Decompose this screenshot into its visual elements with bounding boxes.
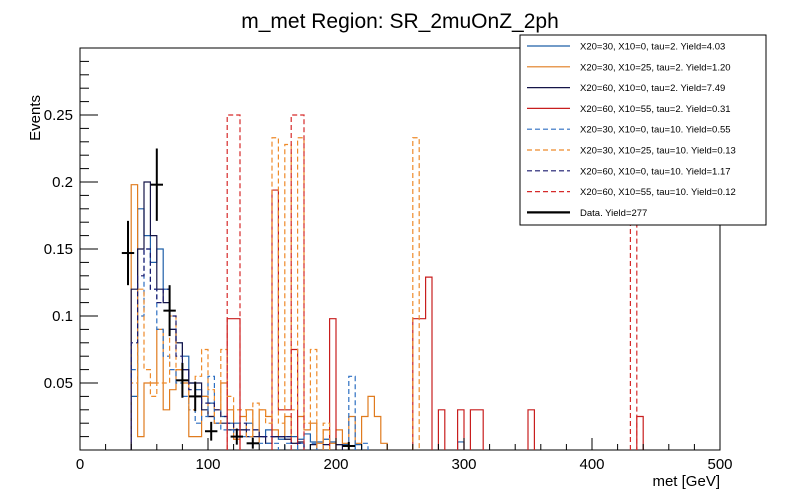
data-point-5 <box>189 381 202 412</box>
series-8 <box>226 114 638 450</box>
plot-area <box>79 47 721 451</box>
data-point-2 <box>150 148 163 221</box>
data-point-7 <box>230 428 243 445</box>
legend-label-8: X20=60, X10=55, tau=10. Yield=0.12 <box>580 187 736 198</box>
data-point-6 <box>205 421 218 441</box>
legend-label-6: X20=30, X10=25, tau=10. Yield=0.13 <box>580 146 736 157</box>
data-points-layer <box>121 148 355 450</box>
series-7-histogram <box>130 248 305 450</box>
x-tick-label: 100 <box>195 456 220 473</box>
legend-label-3: X20=60, X10=0, tau=2. Yield=7.49 <box>580 83 725 94</box>
x-axis-label: met [GeV] <box>652 473 720 490</box>
series-6 <box>130 137 420 450</box>
y-tick-label: 0.05 <box>44 375 73 392</box>
legend-label-1: X20=30, X10=0, tau=2. Yield=4.03 <box>580 42 725 53</box>
legend-entries: X20=30, X10=0, tau=2. Yield=4.03 X20=30, … <box>527 42 736 219</box>
axes-layer: 0 100 200 300 400 500 0.05 0.1 0.15 0.2 0.25 <box>44 60 733 473</box>
legend-label-5: X20=30, X10=0, tau=10. Yield=0.55 <box>580 125 731 136</box>
legend: X20=30, X10=0, tau=2. Yield=4.03 X20=30, … <box>519 34 767 226</box>
legend-entry-9: Data. Yield=277 <box>527 208 647 219</box>
y-tick-label: 0.15 <box>44 241 73 258</box>
x-tick-label: 200 <box>323 456 348 473</box>
legend-label-2: X20=30, X10=25, tau=2. Yield=1.20 <box>580 62 731 73</box>
series-5-histogram <box>130 248 369 450</box>
legend-entry-1: X20=30, X10=0, tau=2. Yield=4.03 <box>527 42 725 53</box>
x-tick-label: 0 <box>76 456 84 473</box>
legend-entry-4: X20=60, X10=55, tau=2. Yield=0.31 <box>527 104 731 115</box>
legend-entry-6: X20=30, X10=25, tau=10. Yield=0.13 <box>527 146 736 157</box>
x-tick-label: 500 <box>707 456 732 473</box>
series-7 <box>130 248 305 450</box>
legend-label-7: X20=60, X10=0, tau=10. Yield=1.17 <box>580 166 731 177</box>
series-8-histogram <box>226 114 638 450</box>
legend-label-4: X20=60, X10=55, tau=2. Yield=0.31 <box>580 104 731 115</box>
x-tick-label: 300 <box>451 456 476 473</box>
y-tick-label: 0.1 <box>52 308 73 325</box>
data-point-1 <box>121 220 135 286</box>
y-axis-label: Events <box>27 95 44 141</box>
legend-entry-8: X20=60, X10=55, tau=10. Yield=0.12 <box>527 187 736 198</box>
x-tick-label: 400 <box>579 456 604 473</box>
data-point-3 <box>163 285 176 337</box>
series-6-histogram <box>130 137 420 450</box>
series-5 <box>130 248 369 450</box>
legend-label-9: Data. Yield=277 <box>580 208 647 219</box>
histogram-layer <box>130 114 644 450</box>
legend-entry-7: X20=60, X10=0, tau=10. Yield=1.17 <box>527 166 731 177</box>
legend-entry-5: X20=30, X10=0, tau=10. Yield=0.55 <box>527 125 731 136</box>
chart-title: m_met Region: SR_2muOnZ_2ph <box>241 10 559 33</box>
data-point-9 <box>342 441 355 450</box>
data-point-8 <box>246 437 259 449</box>
y-tick-label: 0.25 <box>44 107 73 124</box>
y-tick-label: 0.2 <box>52 174 73 191</box>
legend-entry-2: X20=30, X10=25, tau=2. Yield=1.20 <box>527 62 731 73</box>
data-point-4 <box>176 362 189 398</box>
legend-entry-3: X20=60, X10=0, tau=2. Yield=7.49 <box>527 83 725 94</box>
